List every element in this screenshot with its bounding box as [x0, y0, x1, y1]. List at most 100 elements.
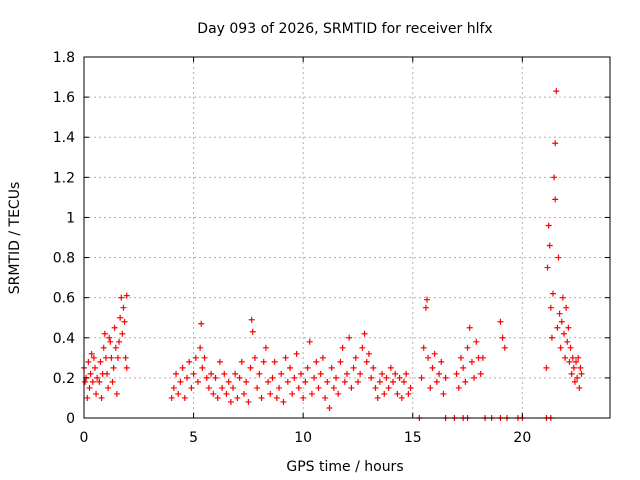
data-point — [425, 354, 432, 361]
data-point — [565, 324, 572, 331]
data-point — [102, 354, 109, 361]
x-tick-label: 5 — [189, 430, 198, 446]
data-point — [573, 358, 580, 365]
data-point — [497, 318, 504, 325]
chart-title: Day 093 of 2026, SRMTID for receiver hlf… — [197, 21, 492, 37]
data-point — [302, 378, 309, 385]
data-point — [350, 364, 357, 371]
data-point — [348, 384, 355, 391]
data-point — [326, 404, 333, 411]
data-point — [545, 222, 552, 229]
data-point — [214, 394, 221, 401]
data-point — [501, 344, 508, 351]
data-point — [554, 324, 561, 331]
data-point — [306, 338, 313, 345]
y-tick-label: 1.2 — [53, 170, 75, 186]
data-point — [466, 324, 473, 331]
data-point — [440, 390, 447, 397]
data-point — [118, 294, 125, 301]
data-point — [558, 318, 565, 325]
data-point — [181, 394, 188, 401]
data-points — [81, 88, 585, 421]
data-point — [570, 364, 577, 371]
data-point — [462, 378, 469, 385]
data-point — [577, 364, 584, 371]
data-point — [423, 296, 430, 303]
data-point — [460, 364, 467, 371]
data-point — [219, 384, 226, 391]
data-point — [293, 350, 300, 357]
data-point — [562, 354, 569, 361]
y-tick-label: 1.6 — [53, 90, 75, 106]
data-point — [354, 378, 361, 385]
data-point — [170, 384, 177, 391]
data-point — [107, 338, 114, 345]
data-point — [376, 378, 383, 385]
data-point — [553, 88, 560, 95]
data-point — [333, 374, 340, 381]
data-point — [258, 394, 265, 401]
data-point — [328, 364, 335, 371]
data-point — [203, 374, 210, 381]
data-point — [177, 378, 184, 385]
data-point — [251, 354, 258, 361]
data-point — [175, 390, 182, 397]
data-point — [254, 384, 261, 391]
data-point — [216, 358, 223, 365]
data-point — [240, 390, 247, 397]
data-point — [232, 370, 239, 377]
data-point — [265, 378, 272, 385]
data-point — [236, 374, 243, 381]
data-point — [249, 328, 256, 335]
data-point — [243, 378, 250, 385]
data-point — [245, 398, 252, 405]
data-point — [100, 344, 107, 351]
data-point — [199, 364, 206, 371]
y-tick-label: 0.2 — [53, 371, 75, 387]
data-point — [407, 384, 414, 391]
data-point — [559, 294, 566, 301]
data-point — [111, 324, 118, 331]
data-point — [89, 378, 96, 385]
data-point — [123, 292, 130, 299]
data-point — [564, 338, 571, 345]
y-tick-label: 1.4 — [53, 130, 75, 146]
y-tick-label: 0 — [66, 411, 75, 427]
data-point — [84, 394, 91, 401]
data-point — [108, 354, 115, 361]
data-point — [117, 314, 124, 321]
data-point — [317, 370, 324, 377]
data-point — [122, 354, 129, 361]
data-point — [248, 316, 255, 323]
data-point — [119, 330, 126, 337]
data-point — [90, 354, 97, 361]
plot-frame — [83, 56, 611, 419]
data-point — [341, 378, 348, 385]
data-point — [339, 344, 346, 351]
data-point — [184, 374, 191, 381]
data-point — [427, 384, 434, 391]
data-point — [96, 378, 103, 385]
data-point — [276, 384, 283, 391]
data-point — [201, 354, 208, 361]
data-point — [394, 390, 401, 397]
data-point — [247, 364, 254, 371]
data-point — [381, 390, 388, 397]
data-point — [322, 394, 329, 401]
data-point — [223, 390, 230, 397]
data-point — [225, 378, 232, 385]
data-point — [112, 344, 119, 351]
data-point — [179, 364, 186, 371]
data-point — [304, 364, 311, 371]
data-point — [88, 350, 95, 357]
data-point — [337, 358, 344, 365]
data-point — [86, 384, 93, 391]
x-tick-label: 10 — [294, 430, 312, 446]
data-point — [422, 304, 429, 311]
data-point — [569, 354, 576, 361]
data-point — [383, 374, 390, 381]
data-point — [436, 370, 443, 377]
data-point — [106, 334, 113, 341]
